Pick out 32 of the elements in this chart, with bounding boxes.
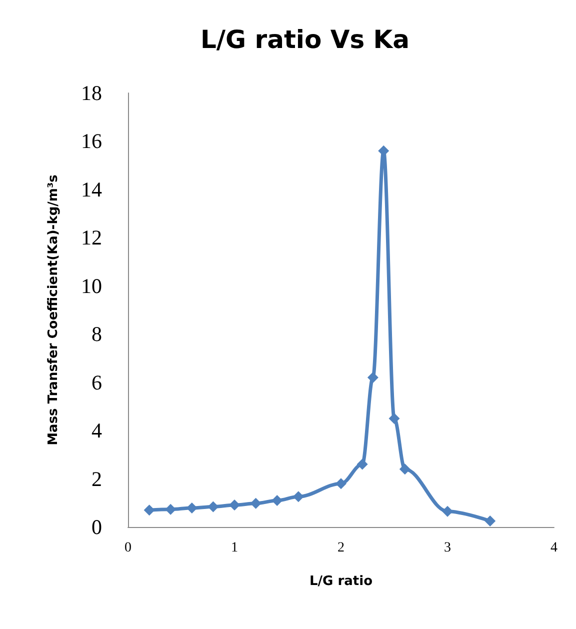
y-tick-label: 14 — [81, 177, 102, 202]
x-tick-label: 3 — [444, 540, 451, 556]
point — [336, 478, 346, 490]
y-tick-label: 0 — [92, 515, 102, 539]
point — [399, 464, 410, 475]
y-tick-label: 18 — [81, 81, 102, 105]
y-tick-label: 8 — [92, 322, 102, 346]
y-tick-label: 4 — [92, 418, 102, 443]
y-tick-label: 2 — [92, 466, 102, 491]
y-axis-title: Mass Transfer Coefficient(Ka)-kg/m³s — [46, 174, 61, 446]
point — [250, 498, 262, 509]
point — [442, 506, 453, 517]
point — [272, 494, 283, 506]
point — [292, 491, 304, 502]
x-tick-label: 4 — [550, 540, 558, 556]
point — [367, 372, 378, 384]
point — [388, 413, 400, 424]
chart-title: L/G ratio Vs Ka — [200, 25, 410, 54]
y-tick-label: 16 — [81, 129, 102, 154]
x-tick-label: 2 — [338, 540, 344, 556]
x-tick-label: 0 — [124, 540, 132, 556]
y-tick-label: 6 — [92, 370, 102, 394]
y-tick-label: 12 — [81, 226, 102, 250]
point — [165, 504, 176, 515]
point — [144, 504, 155, 516]
x-tick-label: 1 — [231, 540, 238, 556]
point — [484, 515, 496, 526]
point — [229, 500, 240, 511]
y-tick-label: 10 — [81, 274, 102, 298]
point — [208, 501, 219, 512]
x-axis-title: L/G ratio — [309, 574, 373, 589]
point — [356, 458, 368, 470]
